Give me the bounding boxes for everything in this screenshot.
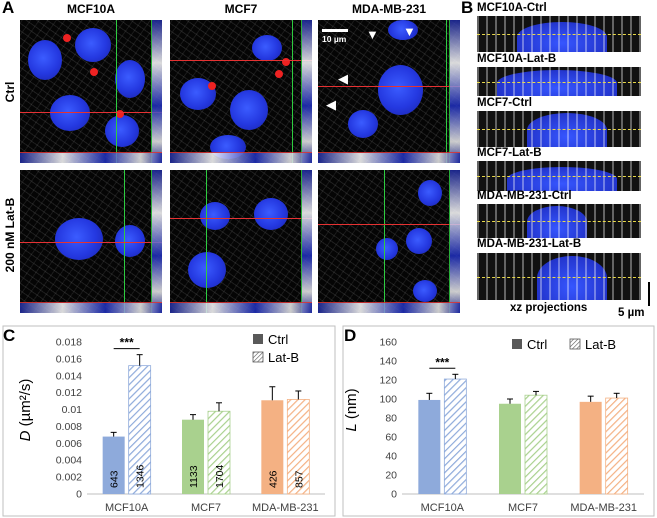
y-tick-label: 0.006	[56, 438, 82, 450]
bar-ctrl-mcf10a	[418, 399, 441, 494]
bar-count-label: 1704	[214, 464, 226, 488]
x-tick-label: MDA-MB-231	[252, 502, 319, 514]
y-tick-label: 160	[379, 337, 397, 349]
xz-strip-mcf10a-ctrl	[477, 16, 641, 52]
xz-strip-mcf7-latb	[477, 161, 641, 191]
y-tick-label: 0.018	[56, 337, 82, 349]
arrow-icon: ◀	[338, 71, 348, 86]
bar-lat-b-mda-mb-231	[605, 397, 629, 495]
bar-ctrl-mcf10a	[102, 436, 125, 494]
y-tick-label: 120	[379, 375, 397, 387]
bar-ctrl-mda-mb-231	[579, 401, 602, 494]
legend-swatch-ctrl	[512, 339, 522, 349]
y-tick-label: 100	[379, 394, 397, 406]
bar-lat-b-mcf10a	[443, 378, 467, 495]
row-label-latb: 200 nM Lat-B	[3, 197, 17, 273]
panel-letter-d: D	[344, 326, 357, 345]
x-tick-label: MCF10A	[421, 502, 465, 514]
y-tick-label: 0.01	[62, 404, 83, 416]
xz-title-mcf10a-ctrl: MCF10A-Ctrl	[477, 2, 547, 14]
x-tick-label: MCF7	[508, 502, 538, 514]
column-title-mda: MDA-MB-231	[351, 2, 426, 16]
y-tick-label: 60	[385, 432, 397, 444]
row-label-ctrl: Ctrl	[3, 81, 17, 103]
y-tick-label: 80	[385, 413, 397, 425]
xz-caption: xz projections	[510, 302, 588, 314]
legend-label-latb: Lat-B	[585, 337, 616, 352]
y-tick-label: 0	[391, 489, 397, 501]
y-tick-label: 140	[379, 356, 397, 368]
scale-bar-vertical	[648, 282, 650, 306]
x-tick-label: MCF10A	[105, 502, 149, 514]
chart-frame	[342, 325, 655, 517]
arrow-icon: ▼	[403, 24, 416, 39]
x-tick-label: MCF7	[191, 502, 221, 514]
xz-strip-mcf7-ctrl	[477, 111, 641, 147]
bar-count-label: 1133	[188, 465, 200, 488]
bar-count-label: 643	[109, 470, 121, 488]
legend-swatch-ctrl	[253, 334, 263, 344]
x-tick-label: MDA-MB-231	[570, 502, 637, 514]
panel-letter-b: B	[461, 0, 474, 17]
y-tick-label: 0.002	[56, 472, 82, 484]
micrograph-mcf10a-ctrl	[20, 20, 162, 163]
panel-letter-a: A	[2, 0, 15, 17]
chart-c: 0 0.002 0.004 0.006 0.008 0.01 0.012 0.014 0.016…	[2, 325, 336, 517]
bar-count-label: 426	[267, 470, 279, 488]
y-axis-label-unit: (µm²/s)	[17, 379, 34, 431]
xz-title-mda-latb: MDA-MB-231-Lat-B	[477, 238, 582, 250]
arrow-icon: ▼	[366, 27, 379, 42]
micrograph-mda-latb	[318, 170, 460, 313]
bar-count-label: 1346	[135, 464, 147, 488]
xz-title-mda-ctrl: MDA-MB-231-Ctrl	[477, 190, 572, 202]
significance-stars: ***	[120, 336, 134, 350]
bar-lat-b-mcf7	[524, 394, 548, 495]
chart-frame	[2, 325, 336, 517]
legend-swatch-latb	[569, 338, 581, 350]
y-axis-label-var: D	[17, 430, 34, 441]
xz-title-mcf10a-latb: MCF10A-Lat-B	[477, 53, 557, 65]
legend-swatch-latb	[252, 351, 264, 363]
y-tick-label: 0.004	[56, 455, 82, 467]
y-tick-label: 0	[76, 489, 82, 501]
bar-count-label: 857	[293, 470, 305, 488]
y-tick-label: 0.014	[56, 370, 82, 382]
bar-ctrl-mda-mb-231	[261, 400, 284, 494]
column-title-mcf10a: MCF10A	[66, 2, 115, 16]
scale-bar	[322, 29, 348, 32]
bar-ctrl-mcf7	[182, 419, 204, 494]
micrograph-mcf10a-latb	[20, 170, 162, 313]
micrograph-mda-ctrl: ▼ ▼ ◀ ◀	[318, 20, 460, 163]
y-axis-label: L (nm)	[343, 388, 360, 431]
micrograph-mcf7-ctrl	[170, 20, 312, 163]
panel-letter-c: C	[3, 326, 16, 345]
y-tick-label: 0.008	[56, 421, 82, 433]
bar-ctrl-mcf7	[499, 403, 521, 494]
legend-label-latb: Lat-B	[268, 350, 299, 365]
legend-label-ctrl: Ctrl	[268, 332, 288, 347]
xz-title-mcf7-ctrl: MCF7-Ctrl	[477, 97, 532, 109]
y-tick-label: 20	[385, 470, 397, 482]
chart-d: 0 20 40 60 80 100 120 140 160 L (nm) MCF10A MCF7 MDA…	[342, 325, 655, 517]
legend-label-ctrl: Ctrl	[527, 337, 547, 352]
column-title-mcf7: MCF7	[224, 2, 258, 16]
xz-title-mcf7-latb: MCF7-Lat-B	[477, 147, 542, 159]
y-tick-label: 40	[385, 451, 397, 463]
scale-bar-label: 10 µm	[322, 34, 347, 44]
y-axis-label: D (µm²/s)	[17, 379, 34, 442]
y-axis-label-unit: (nm)	[343, 388, 360, 423]
y-axis-label-var: L	[343, 423, 360, 431]
y-tick-label: 0.012	[56, 387, 82, 399]
xz-strip-mda-ctrl	[477, 204, 641, 238]
xz-strip-mcf10a-latb	[477, 67, 641, 96]
micrograph-mcf7-latb	[170, 170, 312, 313]
significance-stars: ***	[435, 355, 449, 369]
scale-bar-label-b: 5 µm	[618, 307, 645, 319]
xz-strip-mda-latb	[477, 253, 641, 300]
y-tick-label: 0.016	[56, 353, 82, 365]
arrow-icon: ◀	[326, 97, 336, 112]
bar-lat-b-mda-mb-231	[286, 399, 310, 495]
